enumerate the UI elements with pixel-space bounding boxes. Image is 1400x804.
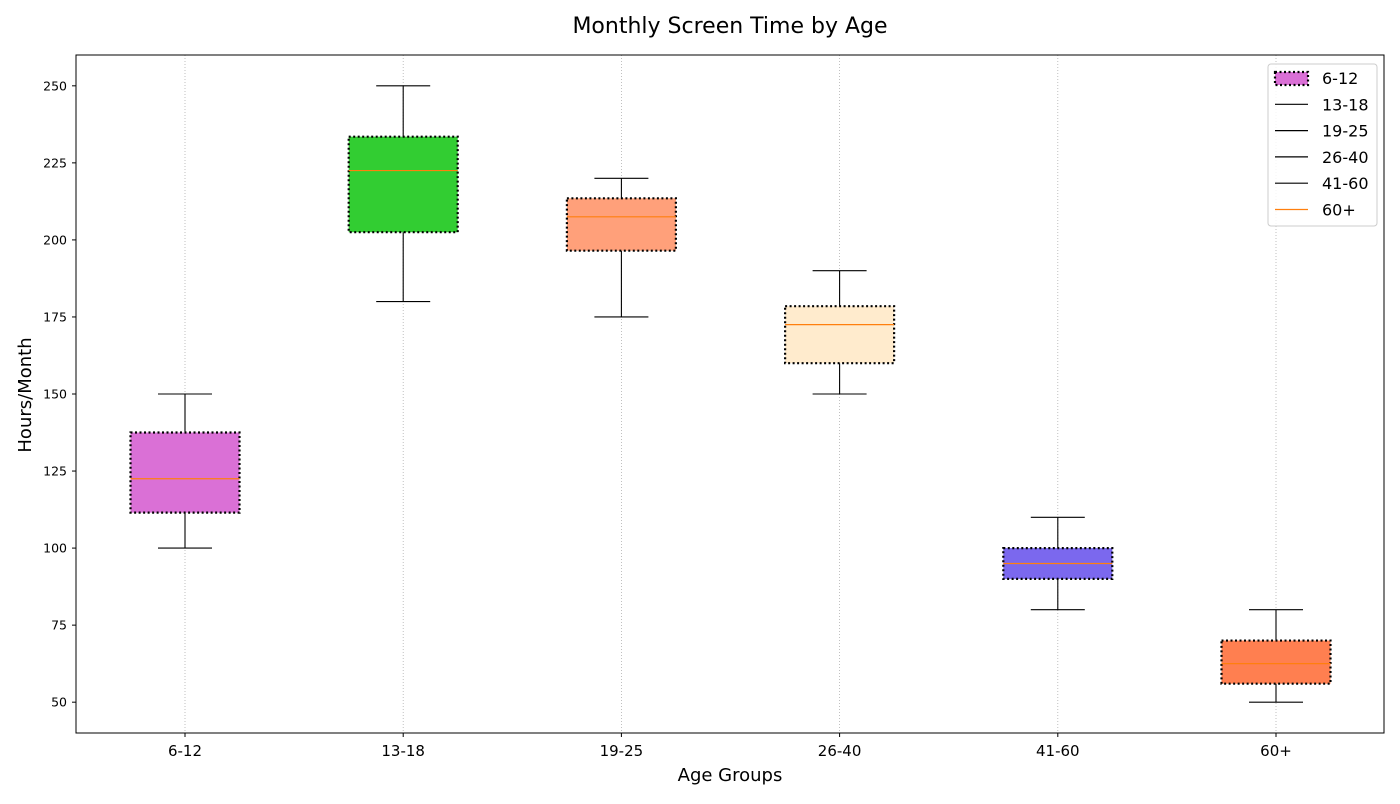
y-tick-label: 175 bbox=[43, 309, 67, 324]
y-tick-label: 225 bbox=[43, 155, 67, 170]
legend-label: 13-18 bbox=[1322, 95, 1369, 114]
box-6-12 bbox=[129, 393, 241, 549]
x-tick-label: 41-60 bbox=[1036, 742, 1080, 760]
x-tick-label: 13-18 bbox=[381, 742, 425, 760]
box-iqr bbox=[129, 431, 241, 514]
legend-label: 6-12 bbox=[1322, 69, 1358, 88]
box-41-60 bbox=[1002, 516, 1114, 611]
box-iqr bbox=[565, 197, 678, 252]
legend: 6-12 13-18 19-25 26-40 41-60 60+ bbox=[1267, 63, 1378, 227]
box-iqr bbox=[783, 305, 896, 365]
box-13-18 bbox=[347, 85, 459, 303]
legend-label: 26-40 bbox=[1322, 148, 1369, 167]
plot-frame bbox=[75, 54, 1385, 734]
x-tick-label: 26-40 bbox=[818, 742, 862, 760]
legend-label: 60+ bbox=[1322, 201, 1356, 220]
y-tick-label: 125 bbox=[43, 464, 67, 479]
box-iqr bbox=[347, 135, 459, 234]
y-tick-label: 150 bbox=[43, 387, 67, 402]
grid-lines bbox=[184, 55, 1277, 733]
y-tick-label: 250 bbox=[43, 78, 67, 93]
legend-label: 41-60 bbox=[1322, 174, 1369, 193]
y-tick-label: 75 bbox=[51, 618, 67, 633]
legend-swatch bbox=[1273, 70, 1310, 87]
y-tick-label: 100 bbox=[43, 541, 67, 556]
legend-label: 19-25 bbox=[1322, 122, 1369, 141]
y-tick-label: 200 bbox=[43, 232, 67, 247]
y-tick-label: 50 bbox=[51, 695, 67, 710]
x-tick-label: 6-12 bbox=[168, 742, 202, 760]
x-axis-label: Age Groups bbox=[678, 765, 783, 786]
y-axis-label: Hours/Month bbox=[15, 337, 36, 452]
chart-title: Monthly Screen Time by Age bbox=[572, 14, 887, 39]
box-iqr bbox=[1220, 639, 1332, 685]
axis-ticks: 50 75 100 125 150 175 200 225 250 6-12 13-18 19-25 2… bbox=[43, 78, 1292, 760]
box-plots bbox=[129, 85, 1332, 703]
box-26-40 bbox=[783, 270, 896, 395]
box-60+ bbox=[1220, 609, 1332, 703]
x-tick-label: 19-25 bbox=[600, 742, 644, 760]
box-19-25 bbox=[565, 177, 678, 318]
x-tick-label: 60+ bbox=[1260, 742, 1292, 760]
